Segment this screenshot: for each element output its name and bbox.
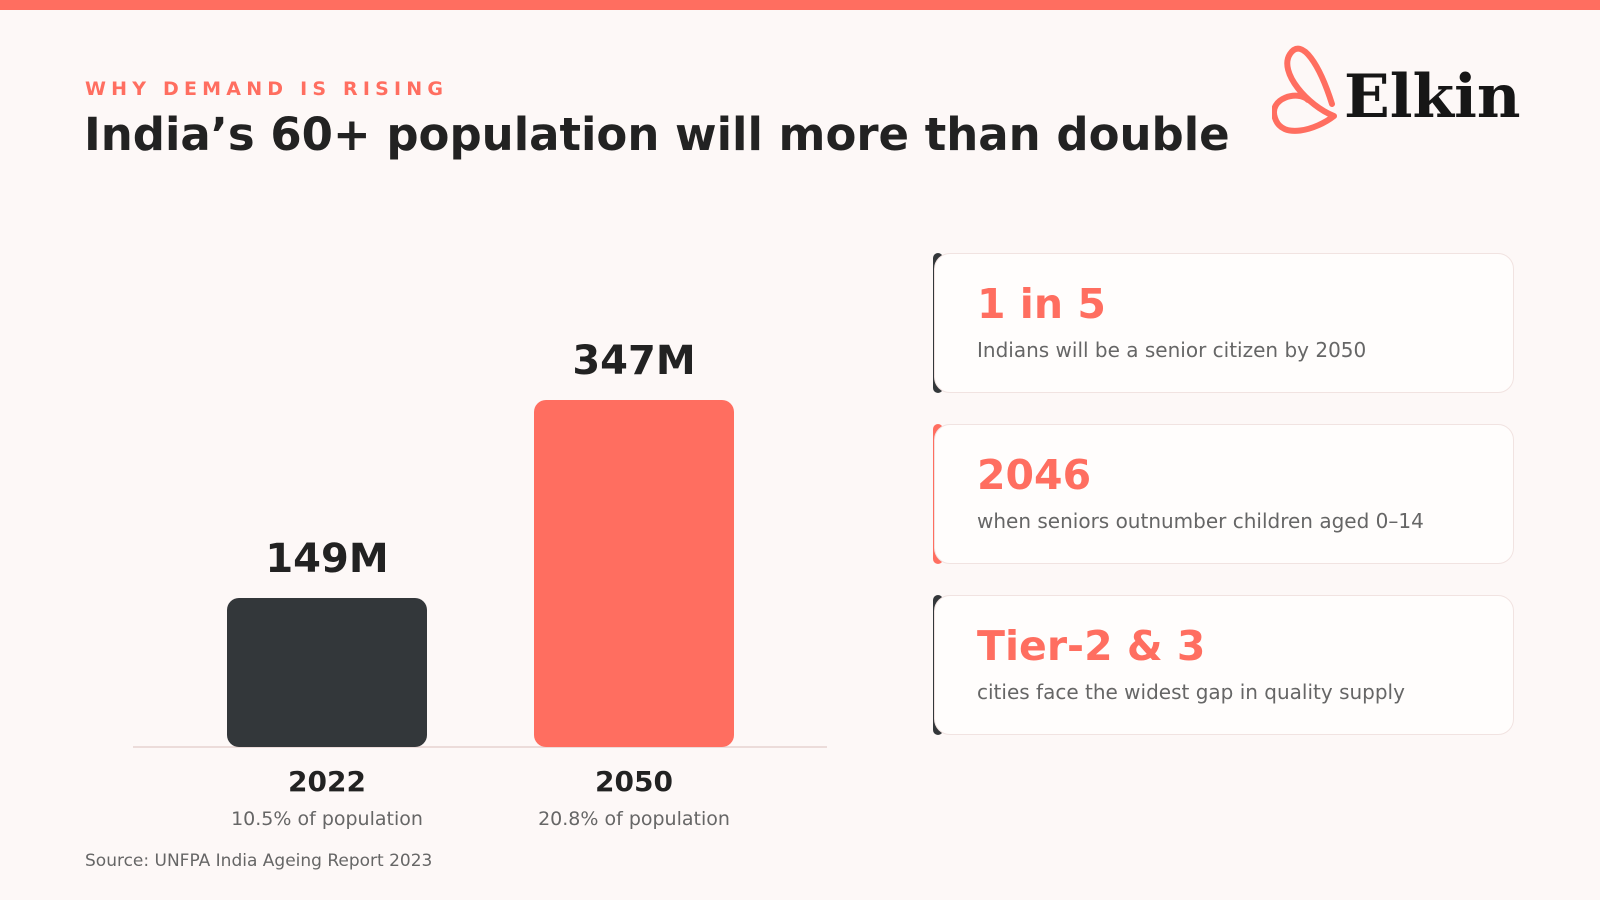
bar-2050 [534, 400, 734, 747]
stat-card: 1 in 5 Indians will be a senior citizen … [934, 253, 1514, 393]
stat-card: 2046 when seniors outnumber children age… [934, 424, 1514, 564]
stat-value: Tier-2 & 3 [977, 622, 1206, 670]
bar-2022 [227, 598, 427, 747]
stat-description: when seniors outnumber children aged 0–1… [977, 509, 1424, 533]
stat-value: 2046 [977, 451, 1092, 499]
top-accent-bar [0, 0, 1600, 10]
bar-category-label: 2050 [595, 765, 673, 798]
bar-category-label: 2022 [288, 765, 366, 798]
bar-sublabel: 10.5% of population [231, 808, 423, 830]
source-note: Source: UNFPA India Ageing Report 2023 [85, 851, 433, 871]
page-title: India’s 60+ population will more than do… [84, 108, 1230, 161]
bar-sublabel: 20.8% of population [538, 808, 730, 830]
stat-description: Indians will be a senior citizen by 2050 [977, 338, 1367, 362]
bar-value-label: 347M [572, 338, 696, 384]
stat-card: Tier-2 & 3 cities face the widest gap in… [934, 595, 1514, 735]
stat-value: 1 in 5 [977, 280, 1106, 328]
bar-value-label: 149M [265, 536, 389, 582]
stat-description: cities face the widest gap in quality su… [977, 680, 1405, 704]
brand-logo: Elkin [1272, 44, 1532, 144]
eyebrow-label: WHY DEMAND IS RISING [85, 78, 449, 100]
brand-wordmark: Elkin [1344, 62, 1521, 132]
heart-logo-icon [1272, 45, 1337, 134]
